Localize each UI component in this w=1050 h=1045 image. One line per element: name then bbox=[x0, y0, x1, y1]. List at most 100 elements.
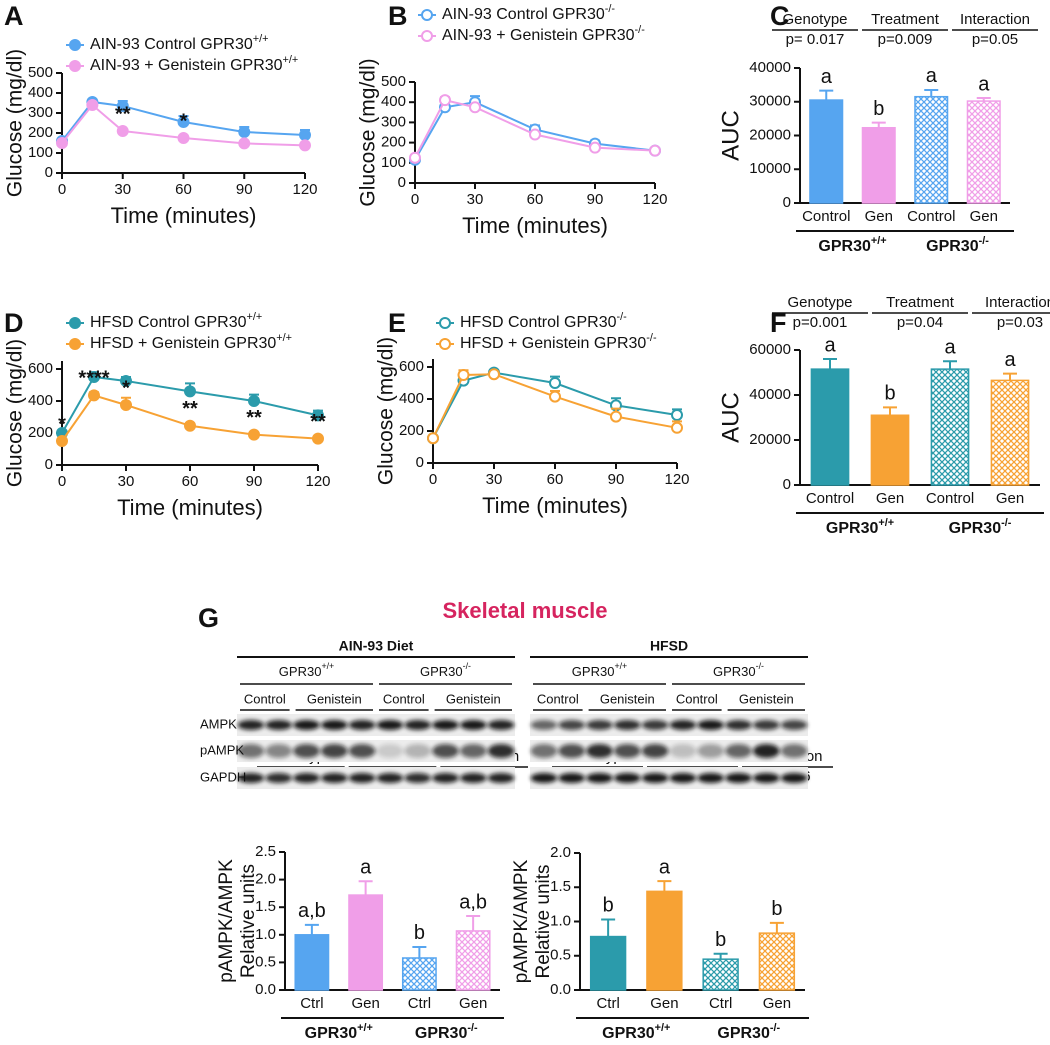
treatment-label: Genistein bbox=[739, 691, 794, 706]
bar-letter: b bbox=[873, 98, 884, 120]
data-point bbox=[409, 151, 421, 164]
x-axis-label: Time (minutes) bbox=[111, 203, 257, 228]
stat-factor: Interaction bbox=[985, 294, 1050, 311]
bar-letter: b bbox=[884, 383, 895, 405]
legend-marker bbox=[69, 60, 81, 72]
blot-band bbox=[530, 744, 558, 758]
diet-label: HFSD bbox=[650, 638, 688, 654]
blot-band bbox=[586, 720, 613, 730]
data-point bbox=[549, 377, 561, 389]
annotation: ** bbox=[115, 103, 131, 125]
data-point bbox=[86, 99, 99, 111]
blot-band bbox=[586, 744, 613, 758]
y-tick-label: 0.0 bbox=[550, 981, 571, 998]
blot-band bbox=[320, 720, 348, 730]
bar bbox=[810, 368, 850, 486]
series-line bbox=[414, 99, 656, 159]
blot-band bbox=[459, 720, 487, 730]
blot-band bbox=[752, 744, 780, 758]
data-point bbox=[312, 432, 324, 445]
y-tick-label: 200 bbox=[28, 424, 53, 441]
data-point bbox=[248, 428, 260, 441]
x-tick-label: 60 bbox=[547, 471, 564, 488]
genotype-label: GPR30-/- bbox=[713, 661, 764, 679]
blot-band bbox=[404, 744, 432, 758]
y-axis-label: Glucose (mg/dl) bbox=[375, 337, 398, 485]
blot-band bbox=[237, 720, 265, 730]
x-tick-label: 90 bbox=[608, 471, 625, 488]
y-axis-label: pAMPK/AMPK bbox=[216, 859, 237, 983]
blot-band bbox=[237, 744, 265, 758]
y-axis-label: Relative units bbox=[238, 864, 259, 978]
y-tick-label: 10000 bbox=[749, 160, 791, 177]
treatment-label: Control bbox=[383, 691, 425, 706]
blot-band bbox=[697, 773, 725, 783]
x-tick-label: 90 bbox=[587, 191, 604, 208]
bar-letter: a bbox=[824, 334, 836, 356]
bar bbox=[702, 958, 739, 991]
panel-letter: E bbox=[388, 308, 406, 338]
blot-band bbox=[780, 720, 808, 730]
y-tick-label: 400 bbox=[381, 93, 406, 110]
y-tick-label: 500 bbox=[28, 64, 53, 81]
bar bbox=[294, 934, 330, 991]
blot-band bbox=[487, 773, 515, 783]
blot-band bbox=[641, 744, 669, 758]
stat-p: p= 0.017 bbox=[786, 31, 845, 48]
legend-marker bbox=[69, 338, 81, 350]
x-tick-label: 60 bbox=[182, 473, 199, 490]
data-point bbox=[88, 389, 100, 402]
y-tick-label: 0 bbox=[783, 194, 791, 211]
x-tick-label: 60 bbox=[527, 191, 544, 208]
x-tick-label: 0 bbox=[429, 471, 437, 488]
y-axis-label: Relative units bbox=[533, 864, 554, 978]
bar-letter: a bbox=[978, 73, 990, 95]
x-axis-label: Time (minutes) bbox=[482, 493, 628, 518]
y-tick-label: 0 bbox=[45, 456, 53, 473]
x-tick-label: Gen bbox=[996, 490, 1024, 507]
group-label: GPR30+/+ bbox=[818, 235, 886, 255]
blot-band bbox=[376, 720, 404, 730]
error-bar bbox=[943, 360, 957, 370]
x-tick-label: 30 bbox=[486, 471, 503, 488]
y-tick-label: 200 bbox=[28, 124, 53, 141]
blot-band bbox=[641, 720, 669, 730]
y-tick-label: 200 bbox=[381, 134, 406, 151]
blot-band bbox=[320, 744, 348, 758]
blot-band bbox=[530, 720, 558, 730]
bar bbox=[401, 957, 437, 991]
y-tick-label: 1.0 bbox=[550, 912, 571, 929]
blot-band bbox=[293, 720, 320, 730]
blot-strip bbox=[530, 767, 808, 789]
stat-p: p=0.04 bbox=[897, 314, 943, 331]
legend-label: AIN-93 Control GPR30-/- bbox=[442, 3, 615, 23]
blot-band bbox=[780, 744, 808, 758]
y-tick-label: 1.5 bbox=[550, 878, 571, 895]
blot-band bbox=[725, 744, 752, 758]
error-bar bbox=[601, 918, 616, 937]
blot-band bbox=[459, 773, 487, 783]
series-line bbox=[61, 375, 319, 434]
panel-letter: G bbox=[198, 603, 219, 633]
bar bbox=[646, 890, 683, 991]
blot-strip bbox=[530, 714, 808, 736]
diet-label: AIN-93 Diet bbox=[339, 638, 414, 654]
stat-p: p=0.009 bbox=[878, 31, 933, 48]
y-tick-label: 300 bbox=[28, 104, 53, 121]
x-tick-label: 90 bbox=[236, 181, 253, 198]
blot-band bbox=[348, 744, 376, 758]
annotation: ** bbox=[182, 398, 198, 420]
bar-letter: a bbox=[926, 65, 938, 87]
section-title: Skeletal muscle bbox=[442, 598, 607, 623]
data-point bbox=[589, 141, 601, 154]
legend-label: AIN-93 + Genistein GPR30+/+ bbox=[90, 54, 298, 74]
y-tick-label: 0 bbox=[45, 164, 53, 181]
bar-letter: a bbox=[944, 337, 956, 359]
x-axis-label: Time (minutes) bbox=[462, 213, 608, 238]
blot-band bbox=[752, 720, 780, 730]
legend-marker bbox=[421, 9, 433, 21]
data-point bbox=[649, 144, 661, 157]
blot-band bbox=[404, 773, 432, 783]
error-bar bbox=[924, 88, 939, 97]
error-bar bbox=[871, 121, 886, 128]
